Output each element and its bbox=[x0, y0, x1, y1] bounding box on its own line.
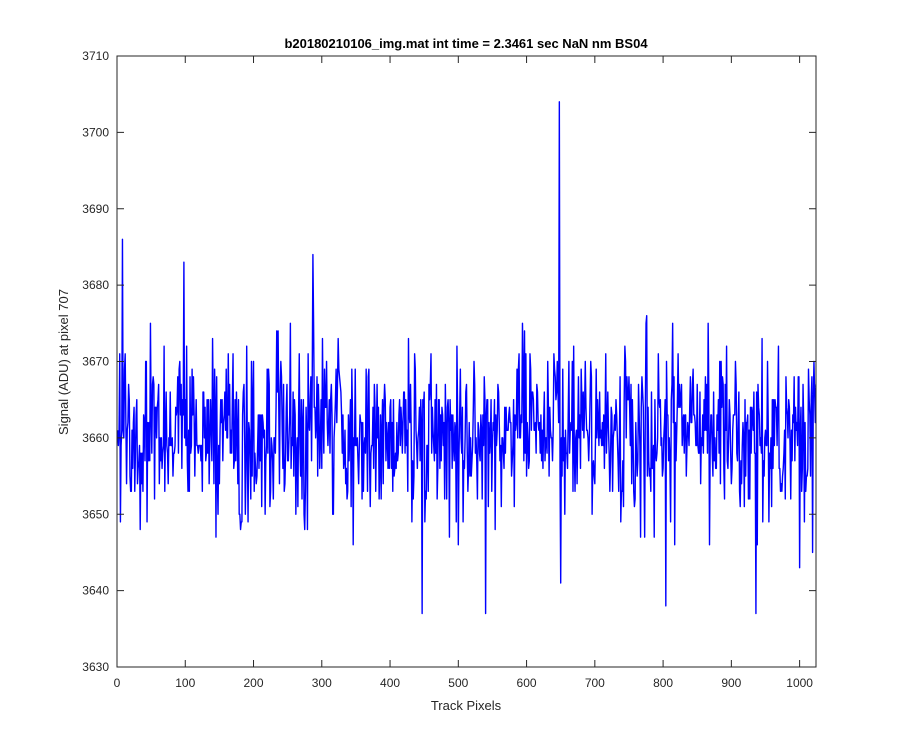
series-layer bbox=[117, 101, 816, 615]
axes bbox=[116, 55, 817, 668]
y-tick-label: 3660 bbox=[82, 431, 109, 445]
y-tick-label: 3640 bbox=[82, 584, 109, 598]
x-tick-labels: 0 100 200 300 400 500 600 700 800 900 1000 bbox=[114, 676, 814, 690]
y-tick-label: 3700 bbox=[82, 125, 109, 139]
chart-title: b20180210106_img.mat int time = 2.3461 s… bbox=[284, 36, 648, 51]
series-line-signal bbox=[117, 101, 816, 615]
y-tick-label: 3710 bbox=[82, 49, 109, 63]
x-tick-label: 900 bbox=[721, 676, 741, 690]
x-tick-label: 700 bbox=[585, 676, 605, 690]
y-tick-label: 3650 bbox=[82, 507, 109, 521]
x-tick-label: 500 bbox=[448, 676, 468, 690]
x-tick-label: 800 bbox=[653, 676, 673, 690]
y-tick-labels: 3630 3640 3650 3660 3670 3680 3690 3700 3710 bbox=[82, 49, 109, 674]
y-tick-label: 3670 bbox=[82, 355, 109, 369]
x-tick-label: 100 bbox=[175, 676, 195, 690]
plot-background bbox=[117, 56, 816, 667]
y-axis-label: Signal (ADU) at pixel 707 bbox=[56, 289, 71, 435]
x-tick-label: 600 bbox=[517, 676, 537, 690]
x-tick-label: 300 bbox=[312, 676, 332, 690]
plot-area bbox=[117, 56, 816, 667]
y-tick-label: 3680 bbox=[82, 278, 109, 292]
x-tick-label: 1000 bbox=[786, 676, 813, 690]
x-axis-label: Track Pixels bbox=[431, 698, 502, 713]
y-tick-label: 3690 bbox=[82, 202, 109, 216]
x-tick-label: 400 bbox=[380, 676, 400, 690]
x-tick-label: 0 bbox=[114, 676, 121, 690]
x-tick-label: 200 bbox=[244, 676, 264, 690]
y-tick-label: 3630 bbox=[82, 660, 109, 674]
